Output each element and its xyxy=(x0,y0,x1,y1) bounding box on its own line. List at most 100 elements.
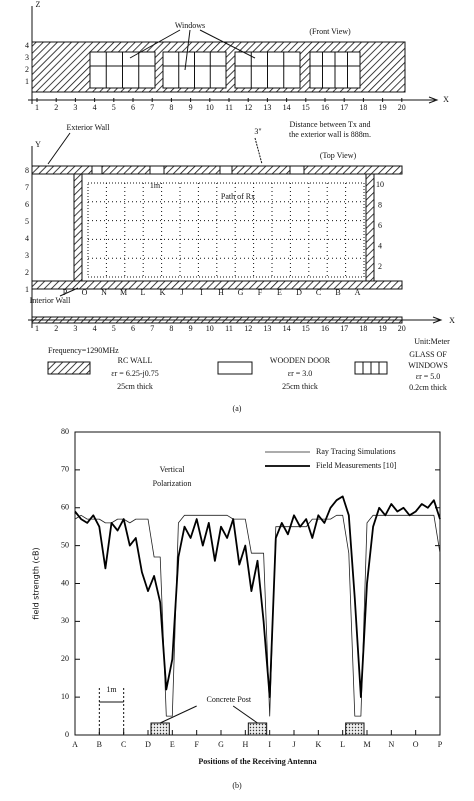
legend-text: WINDOWS xyxy=(408,361,448,370)
position-label: K xyxy=(160,288,166,297)
legend-label: Ray Tracing Simulations xyxy=(316,447,396,456)
x-tick-label: 18 xyxy=(359,324,367,333)
pointer xyxy=(47,132,71,165)
exterior-wall-label: Exterior Wall xyxy=(67,123,111,132)
position-label: I xyxy=(200,288,203,297)
legend-text: WOODEN DOOR xyxy=(270,356,331,365)
x-tick-label: 20 xyxy=(398,324,406,333)
position-label: B xyxy=(335,288,340,297)
unit-label: Unit:Meter xyxy=(414,337,450,346)
x-tick-label: 17 xyxy=(340,324,348,333)
x-tick-label: 3 xyxy=(73,324,77,333)
offset-label: 3" xyxy=(254,127,261,136)
x-tick-label: 5 xyxy=(112,324,116,333)
view-label: (Top View) xyxy=(320,151,357,160)
y-tick-label: 0 xyxy=(65,730,69,739)
window-gap xyxy=(91,165,103,175)
position-label: G xyxy=(238,288,244,297)
window-gap xyxy=(149,165,165,175)
legend-text: GLASS OF xyxy=(409,350,447,359)
x-tick-label: B xyxy=(97,740,102,749)
z-tick-label: 3 xyxy=(25,53,29,62)
x-tick-label: 19 xyxy=(379,324,387,333)
x-tick-label: 19 xyxy=(379,103,387,112)
row-number: 8 xyxy=(378,200,382,209)
y-tick-label: 60 xyxy=(61,503,69,512)
x-tick-label: 11 xyxy=(225,324,233,333)
x-tick-label: 4 xyxy=(93,103,97,112)
x-tick-label: N xyxy=(388,740,394,749)
x-tick-label: 14 xyxy=(283,103,291,112)
pointer xyxy=(254,137,263,165)
window-gap xyxy=(289,165,305,175)
pointer xyxy=(159,705,197,724)
y-tick-label: 5 xyxy=(25,217,29,226)
x-tick-label: 16 xyxy=(321,324,329,333)
y-tick-label: 40 xyxy=(61,578,69,587)
x-tick-label: O xyxy=(413,740,419,749)
post-label: Concrete Post xyxy=(206,695,251,704)
y-tick-label: 4 xyxy=(25,234,29,243)
pointer xyxy=(59,287,79,297)
x-tick-label: 10 xyxy=(206,103,214,112)
x-tick-label: 4 xyxy=(93,324,97,333)
axis-label: Y xyxy=(35,140,41,149)
x-tick-label: 20 xyxy=(398,103,406,112)
series-line xyxy=(74,495,441,698)
position-label: H xyxy=(218,288,224,297)
view-label: (Front View) xyxy=(309,27,351,36)
x-tick-label: C xyxy=(121,740,126,749)
x-tick-label: 2 xyxy=(54,103,58,112)
distance-note: the exterior wall is 888m. xyxy=(289,130,371,139)
x-tick-label: L xyxy=(340,740,345,749)
x-tick-label: 9 xyxy=(189,103,193,112)
x-tick-label: K xyxy=(315,740,321,749)
side-wall xyxy=(73,173,83,282)
position-label: F xyxy=(258,288,263,297)
x-tick-label: 1 xyxy=(35,103,39,112)
x-tick-label: 2 xyxy=(54,324,58,333)
y-tick-label: 8 xyxy=(25,166,29,175)
pointer xyxy=(232,705,258,724)
axis-label: X xyxy=(449,316,455,325)
y-tick-label: 2 xyxy=(25,268,29,277)
scale-label: 1m xyxy=(106,685,117,694)
x-tick-label: H xyxy=(242,740,248,749)
legend-text: RC WALL xyxy=(118,356,153,365)
axis-label: Z xyxy=(36,0,41,9)
y-tick-label: 3 xyxy=(25,251,29,260)
x-tick-label: 12 xyxy=(244,103,252,112)
z-tick-label: 2 xyxy=(25,65,29,74)
x-tick-label: P xyxy=(438,740,443,749)
position-label: D xyxy=(296,288,302,297)
x-tick-label: 5 xyxy=(112,103,116,112)
x-tick-label: 12 xyxy=(244,324,252,333)
y-tick-label: 1 xyxy=(25,285,29,294)
door-swatch xyxy=(217,361,253,375)
legend-text: εr = 6.25-j0.75 xyxy=(111,369,158,378)
position-label: J xyxy=(180,288,183,297)
concrete-post xyxy=(247,722,268,736)
x-tick-label: J xyxy=(292,740,295,749)
y-tick-label: 6 xyxy=(25,200,29,209)
x-tick-label: 15 xyxy=(302,103,310,112)
caption: (a) xyxy=(233,404,242,413)
x-tick-label: G xyxy=(218,740,224,749)
side-wall xyxy=(365,173,375,282)
x-tick-label: I xyxy=(268,740,271,749)
x-tick-label: 18 xyxy=(359,103,367,112)
y-tick-label: 80 xyxy=(61,427,69,436)
x-tick-label: 3 xyxy=(73,103,77,112)
y-tick-label: 10 xyxy=(61,692,69,701)
row-number: 6 xyxy=(378,221,382,230)
series-line xyxy=(74,514,441,717)
pointer xyxy=(199,29,256,59)
frequency-label: Frequency=1290MHz xyxy=(48,346,119,355)
axis-label: X xyxy=(443,95,449,104)
scale-label: 1m xyxy=(150,181,161,190)
position-label: L xyxy=(141,288,146,297)
annotation: Vertical xyxy=(160,465,186,474)
x-tick-label: M xyxy=(363,740,370,749)
y-tick-label: 7 xyxy=(25,183,29,192)
position-label: E xyxy=(277,288,282,297)
